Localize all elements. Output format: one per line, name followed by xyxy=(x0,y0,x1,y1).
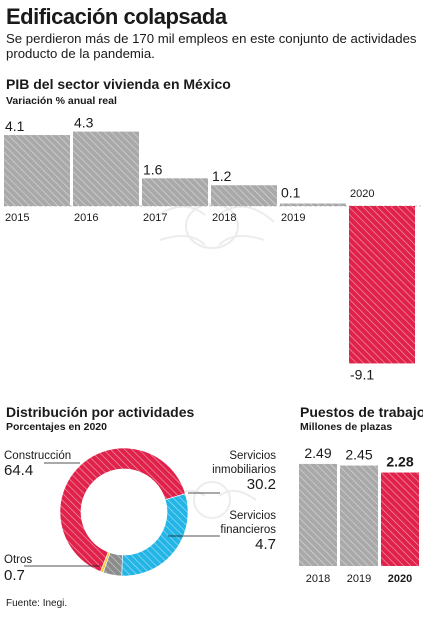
donut-value-inmobiliarios: 30.2 xyxy=(247,476,276,493)
source-note: Fuente: Inegi. xyxy=(6,598,68,609)
pib-value-label: 4.1 xyxy=(5,118,25,134)
donut-value-construccion: 64.4 xyxy=(4,462,33,479)
jobs-value-label: 2.28 xyxy=(386,454,413,470)
pib-bar-hatch-2019 xyxy=(280,203,346,206)
jobs-chart-title: Puestos de trabajo xyxy=(300,404,423,420)
jobs-tick-label: 2020 xyxy=(388,573,412,585)
pib-bar-hatch-2016 xyxy=(73,131,139,206)
donut-label-financieros: financieros xyxy=(220,524,276,536)
pib-bar-hatch-2020 xyxy=(349,206,415,364)
donut-chart-title: Distribución por actividades xyxy=(6,404,195,420)
donut-slice-hatch xyxy=(103,552,123,576)
pib-chart-title: PIB del sector vivienda en México xyxy=(6,76,231,92)
pib-tick-label: 2019 xyxy=(281,212,305,224)
pib-value-label: 1.2 xyxy=(212,168,232,184)
jobs-bar-hatch-2020 xyxy=(381,472,419,566)
donut-value-otros: 0.7 xyxy=(4,567,25,584)
pib-tick-label: 2016 xyxy=(74,212,98,224)
pib-tick-label: 2020 xyxy=(350,188,374,200)
donut-label-otros: Otros xyxy=(4,554,32,566)
pib-value-label: 0.1 xyxy=(281,185,301,201)
pib-bar-hatch-2017 xyxy=(142,178,208,206)
donut-label-inmobiliarios: Servicios xyxy=(229,450,276,462)
deck: Se perdieron más de 170 mil empleos en e… xyxy=(6,31,417,61)
jobs-value-label: 2.45 xyxy=(345,447,372,463)
pib-tick-label: 2018 xyxy=(212,212,236,224)
donut-label-financieros: Servicios xyxy=(229,510,276,522)
donut-label-inmobiliarios: inmobiliarios xyxy=(212,464,276,476)
donut-slice-hatch xyxy=(60,448,186,572)
donut-chart-subtitle: Porcentajes en 2020 xyxy=(6,421,107,433)
jobs-bar-hatch-2018 xyxy=(299,463,337,566)
donut-label-construccion: Construcción xyxy=(4,450,71,462)
pib-value-label: 1.6 xyxy=(143,161,163,177)
pib-bar-hatch-2018 xyxy=(211,185,277,206)
pib-bar-hatch-2015 xyxy=(4,135,70,206)
jobs-tick-label: 2019 xyxy=(347,573,371,585)
jobs-value-label: 2.49 xyxy=(304,445,331,461)
eagle-watermark xyxy=(149,203,275,519)
pib-tick-label: 2015 xyxy=(5,212,29,224)
pib-value-label: 4.3 xyxy=(74,115,94,131)
donut-value-financieros: 4.7 xyxy=(255,536,276,553)
donut-slice-hatch xyxy=(100,552,111,573)
headline: Edificación colapsada xyxy=(6,4,227,29)
pib-tick-label: 2017 xyxy=(143,212,167,224)
jobs-tick-label: 2018 xyxy=(306,573,330,585)
jobs-bar-hatch-2019 xyxy=(340,465,378,566)
pib-chart-subtitle: Variación % anual real xyxy=(6,95,117,107)
jobs-chart-subtitle: Millones de plazas xyxy=(300,421,393,433)
donut-slice-hatch xyxy=(121,493,188,576)
pib-value-label: -9.1 xyxy=(350,366,374,382)
